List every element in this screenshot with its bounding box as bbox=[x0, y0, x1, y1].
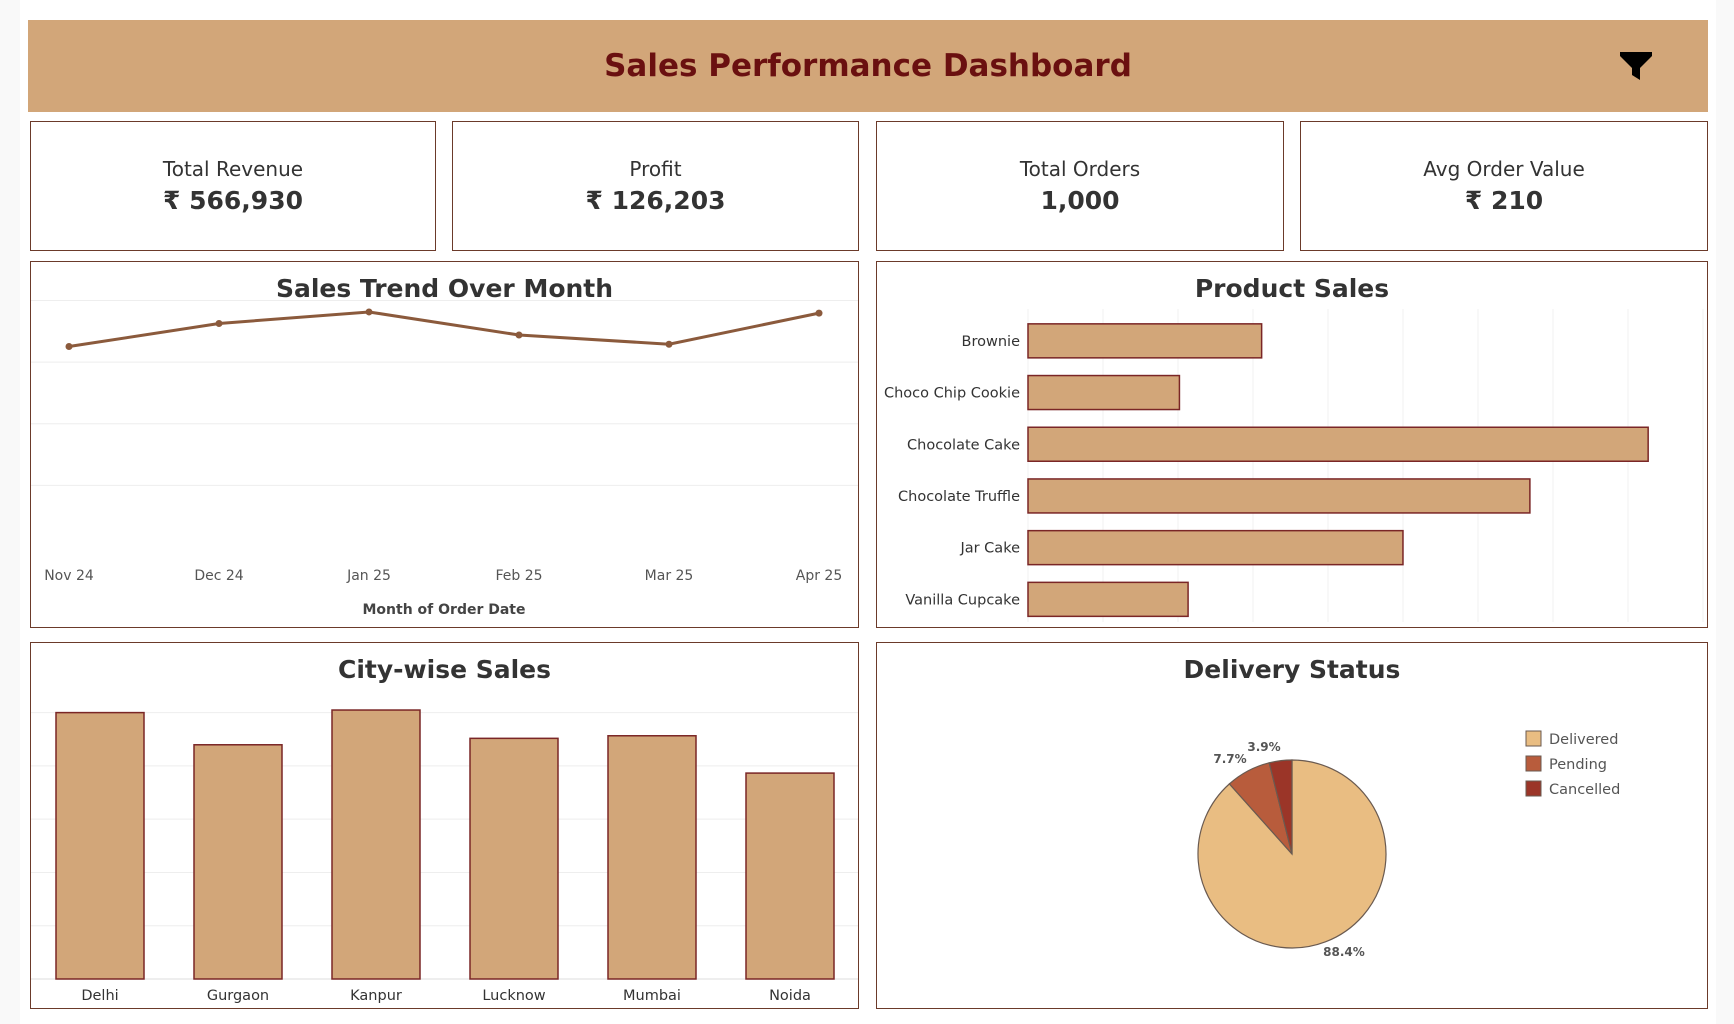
kpi-card-total-orders: Total Orders 1,000 bbox=[876, 121, 1284, 251]
kpi-card-profit: Profit ₹ 126,203 bbox=[452, 121, 859, 251]
y-tick-label: Vanilla Cupcake bbox=[905, 592, 1020, 608]
y-tick-label: Choco Chip Cookie bbox=[884, 386, 1020, 402]
sales-trend-chart: Nov 24 Dec 24 Jan 25 Feb 25 Mar 25 Apr 25 Mont… bbox=[31, 300, 858, 618]
city-bar bbox=[193, 744, 283, 980]
kpi-value: ₹ 210 bbox=[1464, 186, 1544, 215]
sales-trend-title: Sales Trend Over Month bbox=[275, 274, 614, 303]
product-bar bbox=[1027, 374, 1181, 411]
dashboard: Sales Performance Dashboard Total Revenu… bbox=[20, 0, 1716, 1024]
delivery-status-chart: 88.4% 7.7%3.9% Delivered Pending Cancelled bbox=[1197, 730, 1620, 959]
y-tick-label: Brownie bbox=[962, 334, 1021, 350]
city-sales-panel: City-wise Sales Delhi Gurgaon Kanpur Luckno… bbox=[30, 642, 859, 1009]
product-bar bbox=[1027, 478, 1531, 514]
slice-label: 7.7% bbox=[1213, 752, 1246, 766]
trend-point bbox=[65, 343, 73, 351]
legend-label: Delivered bbox=[1549, 732, 1618, 748]
delivery-status-title: Delivery Status bbox=[1183, 655, 1401, 684]
product-bar bbox=[1027, 426, 1649, 462]
kpi-label: Profit bbox=[629, 157, 682, 181]
city-bar bbox=[607, 735, 697, 980]
dashboard-title: Sales Performance Dashboard bbox=[604, 48, 1132, 84]
x-axis-label: Month of Order Date bbox=[363, 602, 526, 618]
kpi-label: Total Revenue bbox=[162, 157, 304, 181]
product-sales-title: Product Sales bbox=[1194, 274, 1390, 303]
product-sales-chart: Brownie Choco Chip Cookie Chocolate Cake Ch… bbox=[884, 309, 1704, 622]
legend-label: Pending bbox=[1549, 757, 1607, 773]
legend-swatch bbox=[1525, 755, 1542, 772]
kpi-card-total-revenue: Total Revenue ₹ 566,930 bbox=[30, 121, 436, 251]
kpi-value: ₹ 566,930 bbox=[163, 186, 303, 215]
city-bar bbox=[745, 772, 835, 980]
x-tick-label: Kanpur bbox=[350, 988, 402, 1004]
x-tick-label: Mar 25 bbox=[645, 568, 694, 584]
y-tick-label: Jar Cake bbox=[959, 541, 1020, 557]
x-tick-label: Gurgaon bbox=[207, 988, 269, 1004]
x-tick-label: Nov 24 bbox=[44, 568, 94, 584]
city-bar bbox=[331, 709, 421, 980]
product-sales-panel: Product Sales Brownie Choco Chip Cookie Ch… bbox=[876, 261, 1708, 628]
x-tick-label: Mumbai bbox=[623, 988, 681, 1004]
legend-label: Cancelled bbox=[1549, 782, 1620, 798]
x-tick-label: Noida bbox=[769, 988, 811, 1004]
x-tick-label: Feb 25 bbox=[495, 568, 542, 584]
filter-icon[interactable] bbox=[1616, 46, 1656, 86]
x-tick-label: Dec 24 bbox=[194, 568, 243, 584]
city-bar bbox=[55, 711, 145, 980]
slice-label: 3.9% bbox=[1247, 740, 1280, 754]
kpi-label: Total Orders bbox=[1019, 157, 1141, 181]
y-tick-label: Chocolate Truffle bbox=[898, 489, 1020, 505]
delivery-status-panel: Delivery Status 88.4% 7.7% 3.9% Delivered Pe… bbox=[876, 642, 1708, 1009]
x-tick-label: Delhi bbox=[81, 988, 118, 1004]
kpi-label: Avg Order Value bbox=[1423, 157, 1585, 181]
x-tick-label: Lucknow bbox=[482, 988, 545, 1004]
trend-point bbox=[365, 308, 373, 316]
trend-point bbox=[665, 340, 673, 348]
kpi-value: 1,000 bbox=[1040, 186, 1120, 215]
product-bar bbox=[1027, 581, 1189, 618]
trend-point bbox=[815, 309, 823, 317]
legend-swatch bbox=[1525, 730, 1542, 747]
trend-point bbox=[515, 331, 523, 339]
x-tick-label: Apr 25 bbox=[796, 568, 842, 584]
city-sales-chart: Delhi Gurgaon Kanpur Lucknow Mumbai Noida bbox=[31, 709, 858, 1004]
slice-label: 88.4% bbox=[1323, 945, 1365, 959]
city-bar bbox=[469, 737, 559, 980]
pie-slice bbox=[1268, 759, 1293, 855]
city-sales-title: City-wise Sales bbox=[337, 655, 552, 684]
kpi-value: ₹ 126,203 bbox=[585, 186, 726, 215]
y-tick-label: Chocolate Cake bbox=[907, 437, 1020, 453]
dashboard-header: Sales Performance Dashboard bbox=[28, 20, 1708, 112]
product-bar bbox=[1027, 529, 1404, 566]
legend-swatch bbox=[1525, 780, 1542, 797]
trend-line bbox=[68, 310, 820, 349]
kpi-card-avg-order-value: Avg Order Value ₹ 210 bbox=[1300, 121, 1708, 251]
product-bar bbox=[1027, 323, 1263, 359]
trend-point bbox=[215, 319, 223, 327]
sales-trend-panel: Sales Trend Over Month Nov 24 Dec 24 Jan 2… bbox=[30, 261, 859, 628]
x-tick-label: Jan 25 bbox=[346, 568, 391, 584]
